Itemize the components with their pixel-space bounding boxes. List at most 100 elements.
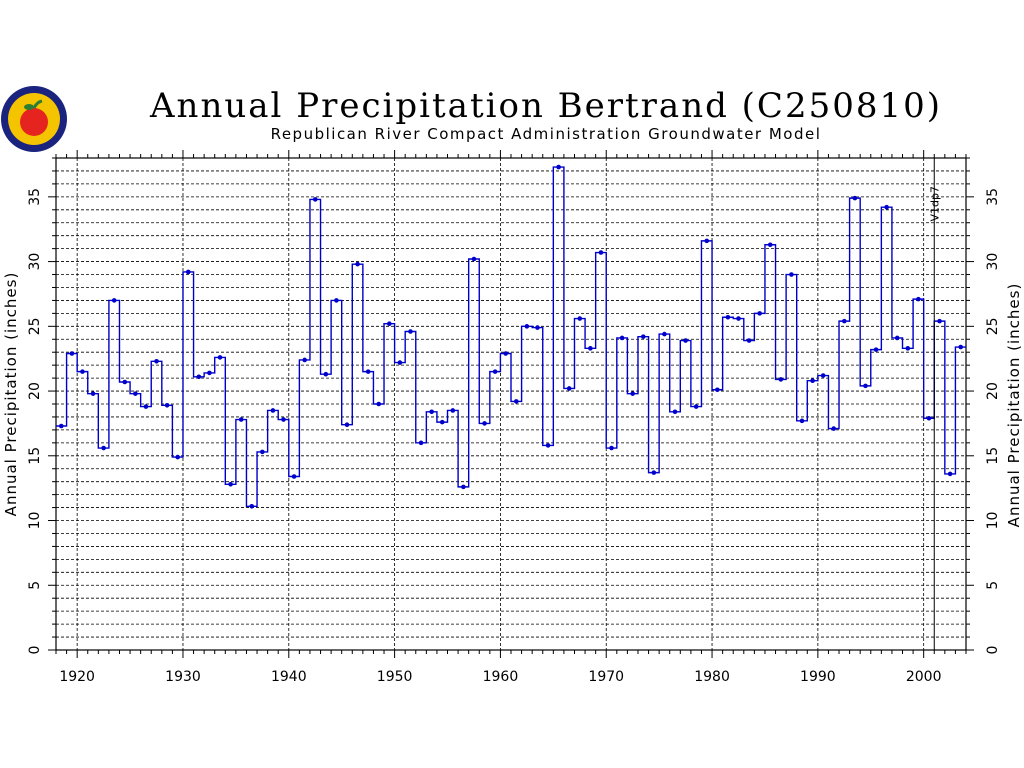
annotation: V1dp7 <box>928 158 941 650</box>
data-point <box>154 358 159 364</box>
data-point <box>810 378 815 383</box>
data-point <box>122 379 128 385</box>
data-point <box>757 311 762 316</box>
data-point <box>662 331 667 337</box>
data-point <box>260 449 265 455</box>
data-point <box>535 325 540 330</box>
annotation-label: V1dp7 <box>928 186 941 222</box>
data-point <box>344 422 350 428</box>
apple-leaf-icon <box>24 104 34 110</box>
data-point <box>778 377 784 382</box>
data-point <box>196 374 202 380</box>
data-point <box>916 296 921 302</box>
data-point <box>863 383 868 389</box>
data-point <box>270 408 276 413</box>
data-point <box>482 421 487 426</box>
data-point <box>619 335 625 341</box>
y-axis-label-right: Annual Precipitation (inches) <box>1005 283 1023 528</box>
data-point <box>302 357 307 363</box>
x-tick-label: 1970 <box>588 669 624 685</box>
data-point <box>164 402 170 408</box>
data-point <box>207 370 212 376</box>
data-point <box>397 360 403 365</box>
data-point <box>598 250 604 255</box>
data-point <box>492 369 498 374</box>
data-point <box>228 481 233 487</box>
data-point <box>566 386 572 391</box>
x-tick-label: 1950 <box>377 669 413 685</box>
data-point <box>111 298 117 303</box>
data-point <box>693 404 699 409</box>
y-tick-label-left: 15 <box>27 447 43 465</box>
data-point <box>577 316 583 321</box>
data-point <box>651 470 657 475</box>
data-point <box>926 415 932 421</box>
apple-stem-icon <box>32 99 43 109</box>
data-point <box>947 471 953 477</box>
y-axis-label-left: Annual Precipitation (inches) <box>2 272 20 517</box>
y-tick-label-right: 25 <box>985 317 1001 335</box>
data-point <box>281 417 286 422</box>
data-point <box>312 197 318 202</box>
data-point <box>365 369 371 374</box>
data-point <box>683 338 688 343</box>
data-point <box>513 399 519 404</box>
data-point <box>524 324 530 329</box>
data-point <box>556 164 561 170</box>
x-tick-label: 1990 <box>800 669 836 685</box>
data-point <box>238 417 244 422</box>
x-tick-label: 1960 <box>483 669 519 685</box>
data-point <box>894 335 900 341</box>
data-point <box>334 298 339 303</box>
y-tick-label-left: 10 <box>27 512 43 530</box>
y-tick-label-left: 5 <box>27 581 43 590</box>
x-tick-label: 1940 <box>271 669 307 685</box>
data-point <box>842 318 847 324</box>
y-tick-label-right: 30 <box>985 253 1001 271</box>
data-point <box>937 318 942 324</box>
data-point <box>408 329 413 334</box>
data-point <box>736 316 741 321</box>
data-point <box>503 351 509 356</box>
data-point <box>133 391 138 396</box>
data-point <box>323 371 329 377</box>
y-tick-label-left: 35 <box>27 188 43 206</box>
data-point <box>185 269 191 275</box>
data-point <box>429 409 434 415</box>
y-tick-label-right: 10 <box>985 512 1001 530</box>
chart-subtitle: Republican River Compact Administration … <box>271 125 822 143</box>
data-point <box>217 355 223 360</box>
y-tick-label-right: 5 <box>985 581 1001 590</box>
data-point <box>873 347 879 352</box>
x-tick-label: 1930 <box>165 669 201 685</box>
y-tick-label-right: 0 <box>985 646 1001 655</box>
data-point <box>704 238 710 244</box>
ndnr-logo <box>1 86 67 152</box>
data-point <box>418 440 424 446</box>
y-tick-label-right: 15 <box>985 447 1001 465</box>
data-point <box>852 195 858 201</box>
chart-title: Annual Precipitation Bertrand (C250810) <box>149 86 942 126</box>
data-point <box>376 401 382 407</box>
y-tick-label-left: 0 <box>27 646 43 655</box>
data-point <box>725 314 731 320</box>
y-tick-label-left: 30 <box>27 253 43 271</box>
data-point <box>439 419 445 425</box>
data-point <box>355 261 360 267</box>
data-point <box>58 423 64 429</box>
grid <box>56 158 966 650</box>
data-point <box>90 391 96 396</box>
data-point <box>884 204 889 210</box>
data-point <box>905 346 911 351</box>
y-tick-label-right: 35 <box>985 188 1001 206</box>
data-point <box>799 418 805 424</box>
data-point <box>746 338 752 343</box>
series-precipitation <box>56 164 966 509</box>
y-tick-label-left: 25 <box>27 317 43 335</box>
data-point <box>789 272 794 277</box>
data-point <box>450 408 456 413</box>
data-point <box>588 346 593 351</box>
data-point <box>715 387 720 393</box>
data-point <box>545 443 551 448</box>
